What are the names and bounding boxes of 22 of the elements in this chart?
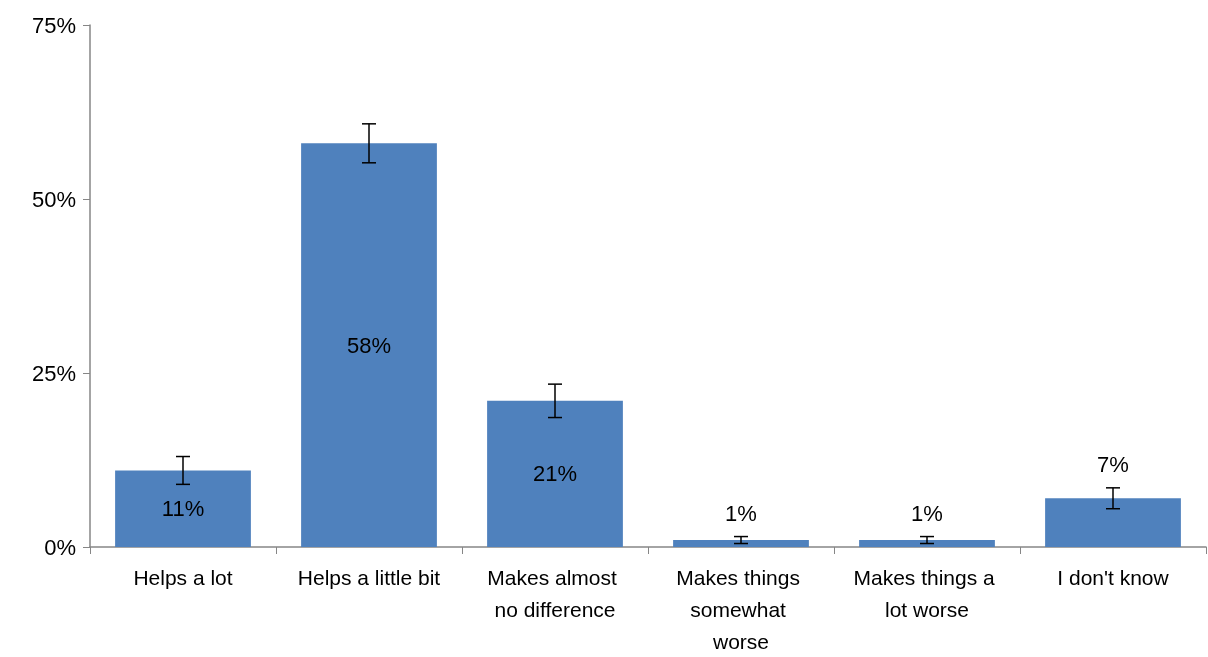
bar xyxy=(115,470,251,547)
bar xyxy=(673,540,809,547)
y-tick-label: 0% xyxy=(44,534,76,560)
data-label: 21% xyxy=(532,461,578,487)
y-tick-label: 75% xyxy=(31,12,76,38)
data-label: 1% xyxy=(911,501,943,527)
data-label: 1% xyxy=(725,501,757,527)
bar xyxy=(301,143,437,547)
y-tick-label: 50% xyxy=(31,186,76,212)
x-tick-label: Makes things somewhat worse xyxy=(676,565,806,653)
x-tick-label: Makes almost no difference xyxy=(487,565,623,621)
data-label: 58% xyxy=(346,332,392,358)
bar xyxy=(859,540,995,547)
data-label: 7% xyxy=(1097,452,1129,478)
bar xyxy=(487,400,623,547)
x-tick-label: Helps a little bit xyxy=(297,565,441,589)
x-tick-label: Makes things a lot worse xyxy=(853,565,1001,621)
x-tick-label: Helps a lot xyxy=(133,565,233,589)
x-tick-label: I don't know xyxy=(1057,565,1170,589)
bar xyxy=(1045,498,1181,547)
y-tick-label: 25% xyxy=(31,360,76,386)
data-label: 11% xyxy=(161,496,205,522)
